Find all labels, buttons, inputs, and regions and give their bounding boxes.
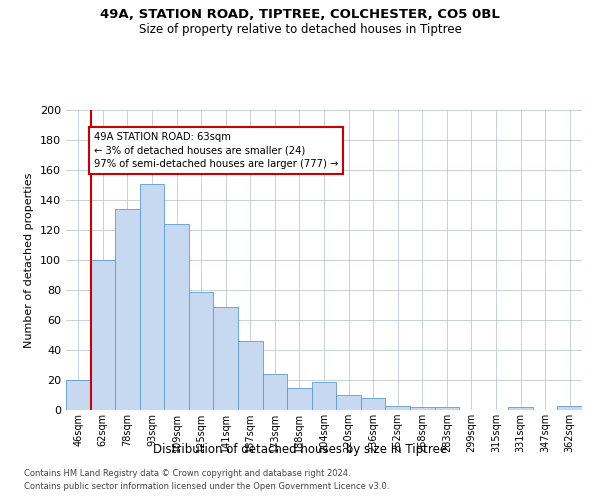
Bar — [238, 341, 263, 410]
Bar — [361, 398, 385, 410]
Bar — [164, 224, 189, 410]
Bar — [214, 306, 238, 410]
Text: Contains HM Land Registry data © Crown copyright and database right 2024.: Contains HM Land Registry data © Crown c… — [24, 468, 350, 477]
Bar — [263, 374, 287, 410]
Bar — [115, 209, 140, 410]
Text: Contains public sector information licensed under the Open Government Licence v3: Contains public sector information licen… — [24, 482, 389, 491]
Text: 49A STATION ROAD: 63sqm
← 3% of detached houses are smaller (24)
97% of semi-det: 49A STATION ROAD: 63sqm ← 3% of detached… — [94, 132, 338, 169]
Bar — [434, 407, 459, 410]
Bar — [385, 406, 410, 410]
Bar — [189, 292, 214, 410]
Bar — [312, 382, 336, 410]
Bar — [287, 388, 312, 410]
Bar — [140, 184, 164, 410]
Text: Size of property relative to detached houses in Tiptree: Size of property relative to detached ho… — [139, 22, 461, 36]
Bar — [557, 406, 582, 410]
Bar — [410, 407, 434, 410]
Bar — [66, 380, 91, 410]
Bar — [508, 407, 533, 410]
Text: Distribution of detached houses by size in Tiptree: Distribution of detached houses by size … — [153, 442, 447, 456]
Y-axis label: Number of detached properties: Number of detached properties — [25, 172, 34, 348]
Text: 49A, STATION ROAD, TIPTREE, COLCHESTER, CO5 0BL: 49A, STATION ROAD, TIPTREE, COLCHESTER, … — [100, 8, 500, 20]
Bar — [336, 395, 361, 410]
Bar — [91, 260, 115, 410]
